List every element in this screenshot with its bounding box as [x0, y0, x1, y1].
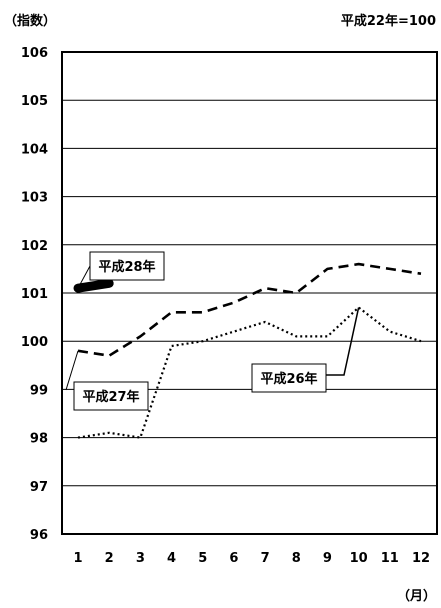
callout-box-平成27年 [73, 381, 149, 411]
y-tick-105: 105 [21, 94, 48, 109]
x-tick-4: 4 [167, 551, 176, 566]
y-tick-98: 98 [30, 432, 48, 447]
y-tick-101: 101 [21, 287, 48, 302]
y-tick-labels: 96 97 98 99 100 101 102 103 104 105 106 [21, 46, 48, 543]
x-tick-5: 5 [198, 551, 207, 566]
callout-line-平成27年 [65, 350, 79, 391]
x-tick-10: 10 [350, 551, 368, 566]
x-tick-2: 2 [105, 551, 114, 566]
y-tick-102: 102 [21, 239, 48, 254]
grid [62, 99, 437, 487]
x-tick-9: 9 [323, 551, 332, 566]
series-line-平成28年 [73, 278, 114, 293]
y-tick-103: 103 [21, 191, 48, 206]
x-tick-labels: 1 2 3 4 5 6 7 8 9 10 11 12 [73, 551, 430, 566]
y-tick-99: 99 [30, 383, 48, 398]
y-tick-100: 100 [21, 335, 48, 350]
x-tick-7: 7 [261, 551, 270, 566]
x-tick-1: 1 [73, 551, 82, 566]
y-tick-104: 104 [21, 142, 48, 157]
callout-line-平成26年 [326, 307, 360, 376]
callout-box-平成28年 [89, 251, 165, 281]
series-lines [73, 262, 422, 439]
x-tick-3: 3 [136, 551, 145, 566]
callout-text-平成28年: 平成28年 [98, 259, 155, 275]
base-year-note: 平成22年=100 [341, 13, 436, 29]
callout-box-平成26年 [251, 363, 327, 393]
y-tick-96: 96 [30, 528, 48, 543]
x-tick-8: 8 [292, 551, 301, 566]
series-label-平成26年: 平成26年 [251, 307, 360, 393]
y-axis-label: （指数） [4, 13, 56, 29]
x-tick-6: 6 [229, 551, 238, 566]
x-tick-12: 12 [412, 551, 430, 566]
plot-area-frame [61, 51, 438, 535]
series-line-平成26年 [77, 306, 422, 439]
series-label-平成28年: 平成28年 [77, 251, 165, 289]
y-tick-106: 106 [21, 46, 48, 61]
callout-text-平成26年: 平成26年 [260, 371, 317, 387]
x-tick-11: 11 [381, 551, 399, 566]
callout-text-平成27年: 平成27年 [82, 389, 139, 405]
series-label-平成27年: 平成27年 [65, 350, 149, 411]
series-line-平成27年 [77, 262, 422, 357]
callout-line-平成28年 [77, 265, 91, 289]
x-axis-label: （月） [397, 588, 436, 604]
y-tick-97: 97 [30, 480, 48, 495]
